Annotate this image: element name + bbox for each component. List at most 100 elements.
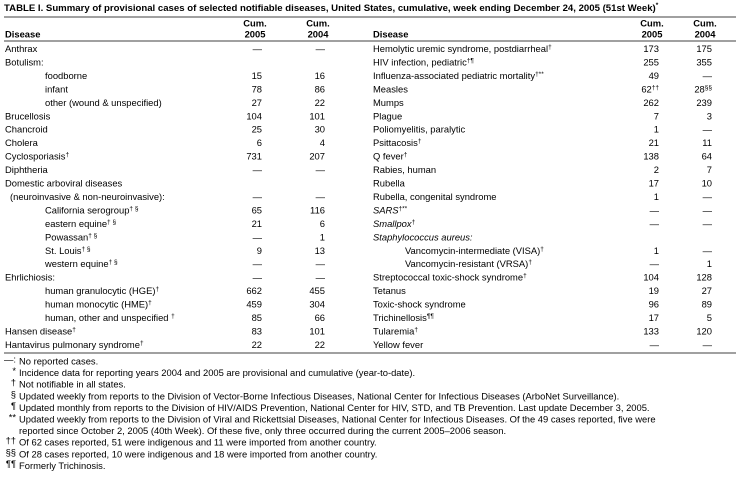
- cum-2005: 7: [654, 111, 659, 122]
- cum-2005: 2: [654, 165, 659, 176]
- cum-2005-text: 17: [649, 178, 659, 189]
- cum-2005: 62††: [641, 84, 659, 95]
- footnote-text: Formerly Trichinosis.: [19, 460, 105, 471]
- disease-name: Cyclosporiasis†: [5, 151, 69, 162]
- cum-2004: 13: [315, 245, 325, 256]
- cum-2005-text: —: [650, 218, 660, 229]
- cum-2004-text: 101: [309, 326, 325, 337]
- cum-2005-text: 19: [649, 286, 659, 297]
- header-year: 2004: [308, 28, 330, 39]
- cum-2004-text: —: [703, 70, 713, 81]
- header-cum: Cum.: [640, 17, 663, 28]
- disease-name: Ehrlichiosis:: [5, 272, 55, 283]
- header-year: 2005: [642, 28, 663, 39]
- disease-name: Diphtheria: [5, 165, 49, 176]
- cum-2005: 21: [252, 218, 262, 229]
- cum-2005-text: 21: [252, 218, 262, 229]
- disease-name-text: California serogroup: [45, 205, 129, 216]
- cum-2005: 49: [649, 70, 659, 81]
- cum-2004: 16: [315, 70, 325, 81]
- cum-2004-text: 304: [309, 299, 325, 310]
- cum-2004-text: 27: [702, 286, 712, 297]
- footnote-mark: † §: [88, 232, 97, 239]
- cum-2004: —: [316, 191, 326, 202]
- footnote-mark: ¶¶: [427, 313, 434, 320]
- disease-name-text: infant: [45, 84, 68, 95]
- cum-2005-text: 104: [246, 111, 262, 122]
- cum-2004-text: 13: [315, 245, 325, 256]
- disease-name: Powassan† §: [45, 232, 98, 243]
- cum-2005: —: [253, 272, 263, 283]
- cum-2005: 1: [654, 245, 659, 256]
- cum-2005-text: 6: [257, 138, 262, 149]
- disease-name: Toxic-shock syndrome: [373, 299, 466, 310]
- footnote-mark: † §: [81, 245, 90, 252]
- cum-2004-text: —: [703, 124, 713, 135]
- cum-2004-text: 16: [315, 70, 325, 81]
- cum-2004-text: —: [316, 191, 326, 202]
- cum-2005: 6: [257, 138, 262, 149]
- footnote-mark: †: [528, 259, 532, 266]
- disease-name: Cholera: [5, 138, 39, 149]
- disease-name-text: Rubella: [373, 178, 406, 189]
- disease-name: St. Louis† §: [45, 245, 91, 256]
- disease-name: Domestic arboviral diseases: [5, 178, 123, 189]
- disease-name: Hemolytic uremic syndrome, postdiarrheal…: [373, 43, 552, 54]
- cum-2005: 96: [649, 299, 659, 310]
- cum-2005: 133: [643, 326, 659, 337]
- cum-2005-text: 262: [643, 97, 659, 108]
- footnote-mark: ††: [6, 435, 16, 446]
- disease-name: human, other and unspecified †: [45, 312, 175, 323]
- disease-name: foodborne: [45, 70, 87, 81]
- cum-2004-text: 66: [315, 312, 325, 323]
- cum-2005: 138: [643, 151, 659, 162]
- disease-name: Staphylococcus aureus:: [373, 232, 473, 243]
- disease-name: other (wound & unspecified): [45, 97, 162, 108]
- table-title: TABLE I. Summary of provisional cases of…: [4, 2, 659, 14]
- cum-2004-text: —: [316, 259, 326, 270]
- cum-2004-text: 175: [696, 43, 712, 54]
- disease-name-text: Tularemia: [373, 326, 415, 337]
- disease-name-text: SARS: [373, 205, 399, 216]
- cum-2005: —: [650, 218, 660, 229]
- footnote-text: Incidence data for reporting years 2004 …: [19, 367, 415, 378]
- footnote-mark: † §: [129, 205, 138, 212]
- cum-2004: 11: [702, 138, 712, 149]
- cum-2004-text: 355: [696, 57, 712, 68]
- cum-2005: 17: [649, 312, 659, 323]
- cum-2004: 22: [315, 97, 325, 108]
- cum-2004: 101: [309, 326, 325, 337]
- disease-name-text: Hansen disease: [5, 326, 72, 337]
- disease-name-text: Plague: [373, 111, 402, 122]
- cum-2004-text: 86: [315, 84, 325, 95]
- cum-2005: 19: [649, 286, 659, 297]
- disease-name: Vancomycin-resistant (VRSA)†: [405, 259, 532, 270]
- cum-2005: 65: [252, 205, 262, 216]
- cum-2004: —: [703, 191, 713, 202]
- cum-2004: 27: [702, 286, 712, 297]
- cum-2004-text: 5: [707, 312, 712, 323]
- footnote-text: Not notifiable in all states.: [19, 379, 126, 390]
- disease-name-text: Staphylococcus aureus:: [373, 232, 473, 243]
- cum-2004-text: —: [316, 165, 326, 176]
- header-disease: Disease: [373, 28, 408, 39]
- disease-name: California serogroup† §: [45, 205, 139, 216]
- disease-name-text: human, other and unspecified: [45, 312, 171, 323]
- cum-2005-text: 2: [654, 165, 659, 176]
- cum-2005: 83: [252, 326, 262, 337]
- disease-name-text: Psittacosis: [373, 138, 418, 149]
- disease-name-text: Tetanus: [373, 286, 406, 297]
- cum-2004-text: 128: [696, 272, 712, 283]
- disease-name-text: foodborne: [45, 70, 87, 81]
- cum-2004: —: [316, 272, 326, 283]
- footnote-mark: † §: [109, 259, 118, 266]
- cum-2005: 15: [252, 70, 262, 81]
- cum-2004: 239: [696, 97, 712, 108]
- disease-name: Botulism:: [5, 57, 44, 68]
- cum-2005: 78: [252, 84, 262, 95]
- cum-2004-text: 239: [696, 97, 712, 108]
- disease-name: Yellow fever: [373, 339, 423, 350]
- disease-name-text: Trichinellosis: [373, 312, 427, 323]
- footnote-mark: †: [148, 299, 152, 306]
- cum-2005: 262: [643, 97, 659, 108]
